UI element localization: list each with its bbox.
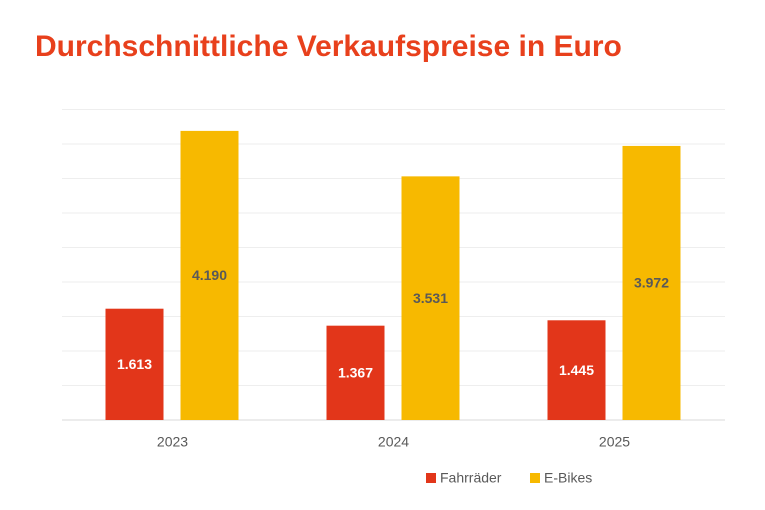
data-label: 1.367 [338,365,373,381]
bar [326,325,385,420]
bar [547,320,606,420]
legend-swatch [530,473,540,483]
bar [622,145,681,420]
legend-label: Fahrräder [440,470,502,486]
data-label: 3.972 [634,275,669,291]
x-tick-label: 2025 [599,434,630,450]
data-label: 4.190 [192,267,227,283]
chart-title: Durchschnittliche Verkaufspreise in Euro [35,30,622,63]
bar [401,176,460,420]
x-tick-label: 2023 [157,434,188,450]
data-label: 3.531 [413,290,448,306]
legend-swatch [426,473,436,483]
x-tick-label: 2024 [378,434,409,450]
data-label: 1.613 [117,356,152,372]
legend-label: E-Bikes [544,470,592,486]
data-label: 1.445 [559,362,594,378]
bar [180,130,239,420]
bar [105,308,164,420]
